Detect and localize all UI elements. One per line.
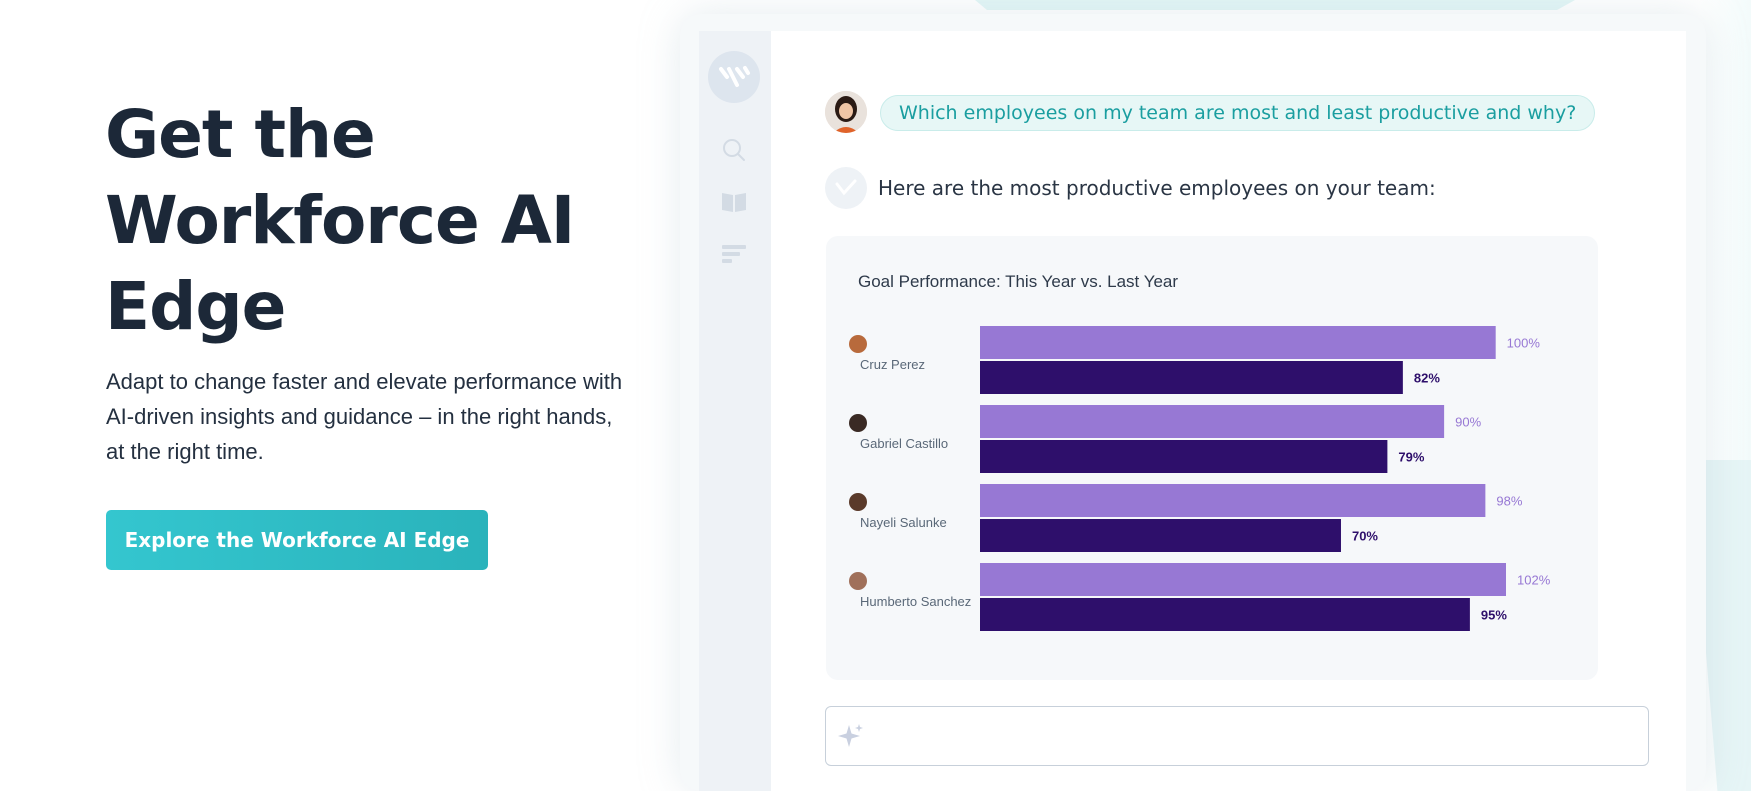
bar (980, 361, 1403, 394)
data-label: 102% (1517, 573, 1551, 588)
hero-title-line: Get the (105, 96, 376, 173)
employee-avatar (849, 335, 867, 353)
bar (980, 598, 1470, 631)
assistant-answer: Here are the most productive employees o… (878, 176, 1436, 200)
background-shape-top (975, 0, 1575, 10)
hero-subtitle: Adapt to change faster and elevate perfo… (106, 369, 623, 464)
bar (980, 440, 1388, 473)
bar (980, 405, 1445, 438)
bar (980, 326, 1496, 359)
goal-performance-chart: Cruz Perez 100% 82% Gabriel Castillo 90% 79% N… (849, 326, 1551, 631)
list-icon[interactable] (720, 240, 748, 268)
hero-title: Get the Workforce AI Edge (105, 92, 665, 350)
bar (980, 484, 1486, 517)
bar (980, 563, 1506, 596)
employee-avatar (849, 493, 867, 511)
data-label: 82% (1414, 371, 1440, 386)
data-label: 79% (1398, 450, 1424, 465)
hero-title-line: Edge (105, 268, 286, 345)
data-label: 98% (1496, 494, 1522, 509)
search-icon[interactable] (720, 136, 748, 164)
chart-title: Goal Performance: This Year vs. Last Yea… (858, 272, 1179, 291)
app-sidebar (699, 31, 771, 791)
data-label: 70% (1352, 529, 1378, 544)
hero-title-line: Workforce AI (105, 182, 575, 259)
bar (980, 519, 1341, 552)
sparkle-icon (838, 723, 864, 749)
employee-avatar (849, 572, 867, 590)
user-avatar (825, 91, 867, 133)
category-label: Gabriel Castillo (860, 436, 948, 451)
chat-input[interactable] (825, 706, 1649, 766)
logo-icon[interactable] (708, 51, 760, 103)
book-icon[interactable] (720, 188, 748, 216)
employee-avatar (849, 414, 867, 432)
category-label: Nayeli Salunke (860, 515, 947, 530)
data-label: 90% (1455, 415, 1481, 430)
data-label: 95% (1481, 608, 1507, 623)
data-label: 100% (1507, 336, 1541, 351)
assistant-avatar-icon (825, 167, 867, 209)
category-label: Humberto Sanchez (860, 594, 971, 609)
category-label: Cruz Perez (860, 357, 925, 372)
user-question: Which employees on my team are most and … (880, 95, 1596, 131)
explore-cta-button[interactable]: Explore the Workforce AI Edge (106, 510, 488, 570)
